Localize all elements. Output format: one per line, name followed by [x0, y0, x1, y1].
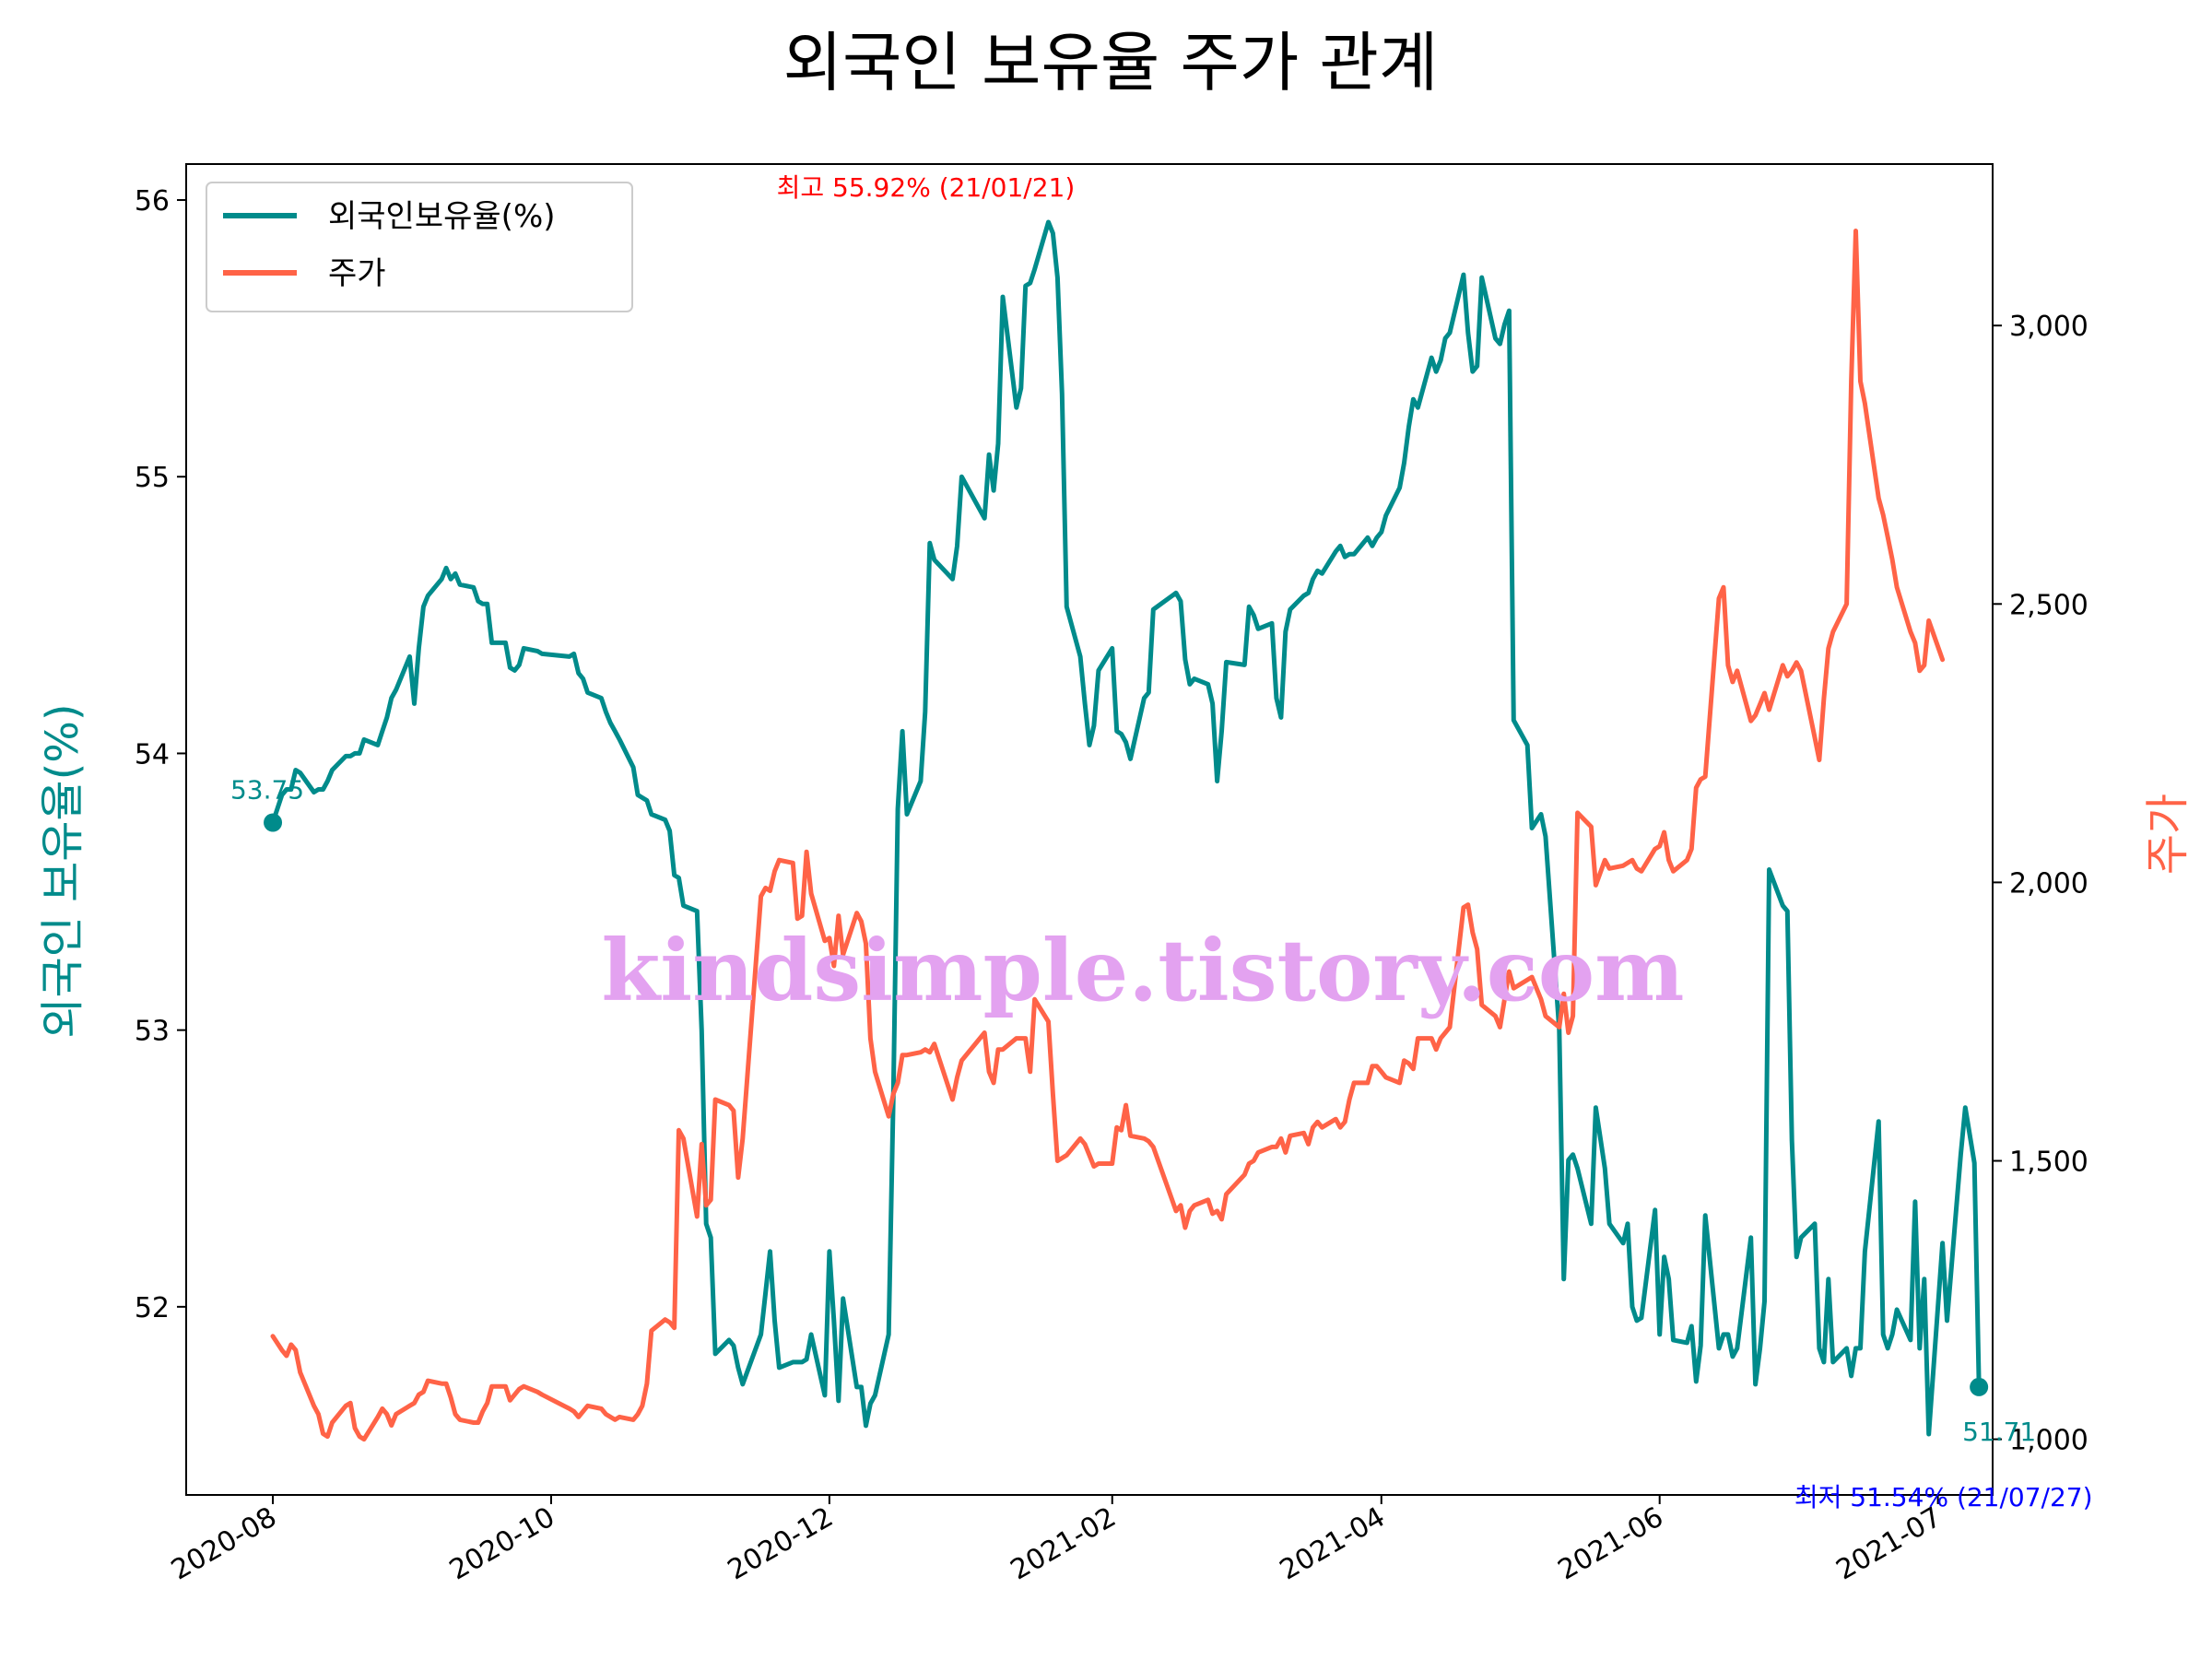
- y-axis-label-right: 주가: [2142, 794, 2194, 875]
- axes: 52 53 54 55 56 1,000 1,500 2,000 2,500 3,000 2020-…: [135, 163, 2088, 1587]
- min-value-label: 최저 51.54% (21/07/27): [1794, 1482, 2093, 1512]
- max-value-label: 최고 55.92% (21/01/21): [777, 172, 1076, 203]
- series-line-price: [270, 229, 1946, 1442]
- y2-tick-label: 2,500: [2009, 589, 2088, 621]
- y-tick-label: 53: [135, 1016, 170, 1048]
- x-tick-label: 2020-12: [723, 1501, 839, 1587]
- end-value-label: 51.71: [1962, 1417, 2036, 1447]
- y-axis-label-left: 외국인 보유율(%): [37, 703, 88, 1038]
- series-line-ownership: [270, 219, 1982, 1437]
- x-tick-label: 2020-08: [166, 1501, 282, 1587]
- end-point-marker: [1970, 1377, 1989, 1396]
- start-value-label: 53.75: [230, 774, 304, 805]
- y2-tick-label: 2,000: [2009, 867, 2088, 900]
- legend-label-price: 주가: [328, 255, 386, 292]
- y-tick-label: 52: [135, 1292, 170, 1324]
- x-tick-label: 2021-07: [1831, 1501, 1947, 1587]
- y-tick-label: 56: [135, 185, 170, 218]
- x-tick-label: 2021-02: [1006, 1501, 1122, 1587]
- x-tick-label: 2021-06: [1553, 1501, 1669, 1587]
- watermark-text: kindsimple.tistory.com: [601, 921, 1684, 1020]
- y2-tick-label: 1,500: [2009, 1146, 2088, 1178]
- y2-tick-label: 1,000: [2009, 1425, 2088, 1457]
- start-point-marker: [264, 813, 283, 832]
- legend-box: [206, 182, 633, 312]
- plot-frame: [185, 163, 1994, 1496]
- plot-area: [270, 219, 1982, 1442]
- legend-label-ownership: 외국인보유율(%): [328, 198, 556, 235]
- x-tick-label: 2021-04: [1275, 1501, 1391, 1587]
- y2-tick-label: 3,000: [2009, 311, 2088, 343]
- legend: 외국인보유율(%) 주가: [206, 182, 633, 312]
- y-tick-label: 54: [135, 738, 170, 771]
- chart-title: 외국인 보유율 주가 관계: [783, 25, 1439, 100]
- y-tick-label: 55: [135, 462, 170, 494]
- x-tick-label: 2020-10: [444, 1501, 560, 1587]
- annotations: 53.75 51.71 최고 55.92% (21/01/21) 최저 51.54% …: [230, 172, 2093, 1512]
